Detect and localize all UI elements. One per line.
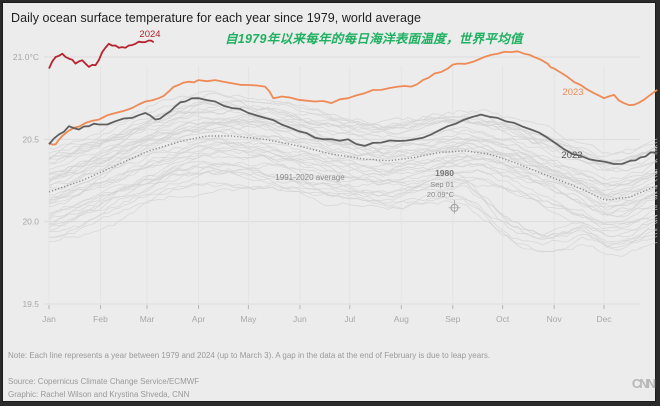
year-line bbox=[48, 100, 658, 171]
y-tick-label: 20.5 bbox=[22, 134, 39, 144]
year-line bbox=[48, 181, 658, 251]
chart-note: Note: Each line represents a year betwee… bbox=[8, 351, 491, 360]
highlight-lines bbox=[48, 39, 658, 165]
x-tick-label: Jan bbox=[42, 314, 56, 324]
year-line bbox=[48, 165, 658, 238]
x-tick-label: Dec bbox=[596, 314, 612, 324]
x-tick-label: Jul bbox=[344, 314, 355, 324]
year-line bbox=[48, 168, 658, 238]
year-line bbox=[48, 127, 658, 196]
chart-credits: Graphic: Rachel Wilson and Krystina Shve… bbox=[8, 390, 190, 399]
label-2022: 2022 bbox=[561, 150, 582, 161]
year-line bbox=[48, 122, 658, 186]
x-tick-label: May bbox=[240, 314, 257, 324]
year-line bbox=[48, 137, 658, 211]
year-line bbox=[48, 105, 658, 167]
gridlines bbox=[44, 56, 640, 305]
x-tick-label: Apr bbox=[192, 314, 205, 324]
year-line bbox=[48, 182, 658, 253]
year-line bbox=[48, 106, 658, 166]
year-line bbox=[48, 140, 658, 208]
x-tick-label: Jun bbox=[293, 314, 307, 324]
year-line bbox=[48, 154, 658, 225]
year-line bbox=[48, 113, 658, 187]
series-labels: 2024 2023 2022 1991-2020 average 1980 Sep 012… bbox=[139, 29, 584, 214]
label-2024: 2024 bbox=[139, 29, 160, 40]
year-line bbox=[48, 93, 658, 158]
year-line bbox=[48, 145, 658, 205]
y-tick-label: 19.5 bbox=[22, 299, 39, 309]
label-1980: 1980 bbox=[435, 168, 454, 178]
chart-source: Source: Copernicus Climate Change Servic… bbox=[8, 377, 200, 386]
label-average: 1991-2020 average bbox=[275, 173, 345, 182]
series-line-2024 bbox=[48, 39, 155, 69]
average-line-group bbox=[48, 135, 658, 201]
x-tick-label: Feb bbox=[93, 314, 108, 324]
x-tick-label: Oct bbox=[496, 314, 510, 324]
year-line bbox=[48, 114, 658, 181]
chart-subtitle-chinese: 自1979年以来每年的每日海洋表面温度，世界平均值 bbox=[225, 32, 523, 46]
x-tick-label: Mar bbox=[140, 314, 155, 324]
x-tick-label: Sep bbox=[445, 314, 460, 324]
year-line bbox=[48, 162, 658, 238]
series-line-2022 bbox=[48, 97, 658, 165]
chart-frame: Daily ocean surface temperature for each… bbox=[2, 2, 656, 402]
annotation-value: 20.09°C bbox=[427, 190, 455, 199]
chart-title: Daily ocean surface temperature for each… bbox=[11, 11, 422, 25]
y-tick-label: 21.0°C bbox=[13, 52, 39, 62]
background-year-lines bbox=[48, 90, 658, 257]
year-line bbox=[48, 90, 658, 155]
year-line bbox=[48, 166, 658, 245]
x-tick-label: Aug bbox=[394, 314, 409, 324]
series-line-2023 bbox=[48, 50, 658, 146]
x-axis: Jan Feb Mar Apr May Jun Jul Aug Sep Oct Nov Dec bbox=[42, 305, 612, 324]
cnn-logo: CNN bbox=[631, 376, 656, 391]
average-line-1991-2020 bbox=[48, 135, 658, 201]
year-line bbox=[48, 142, 658, 217]
annotation-date: Sep 01 bbox=[430, 180, 454, 189]
year-line bbox=[48, 161, 658, 231]
year-line bbox=[48, 160, 658, 227]
y-axis: 21.0°C 20.5 20.0 19.5 bbox=[13, 52, 39, 309]
label-2023: 2023 bbox=[562, 87, 583, 98]
year-line bbox=[48, 123, 658, 199]
y-tick-label: 20.0 bbox=[22, 217, 39, 227]
year-line bbox=[48, 139, 658, 217]
year-line bbox=[48, 108, 658, 173]
x-tick-label: Nov bbox=[547, 314, 563, 324]
year-line bbox=[48, 99, 658, 165]
year-line bbox=[48, 167, 658, 243]
year-line bbox=[48, 148, 658, 218]
